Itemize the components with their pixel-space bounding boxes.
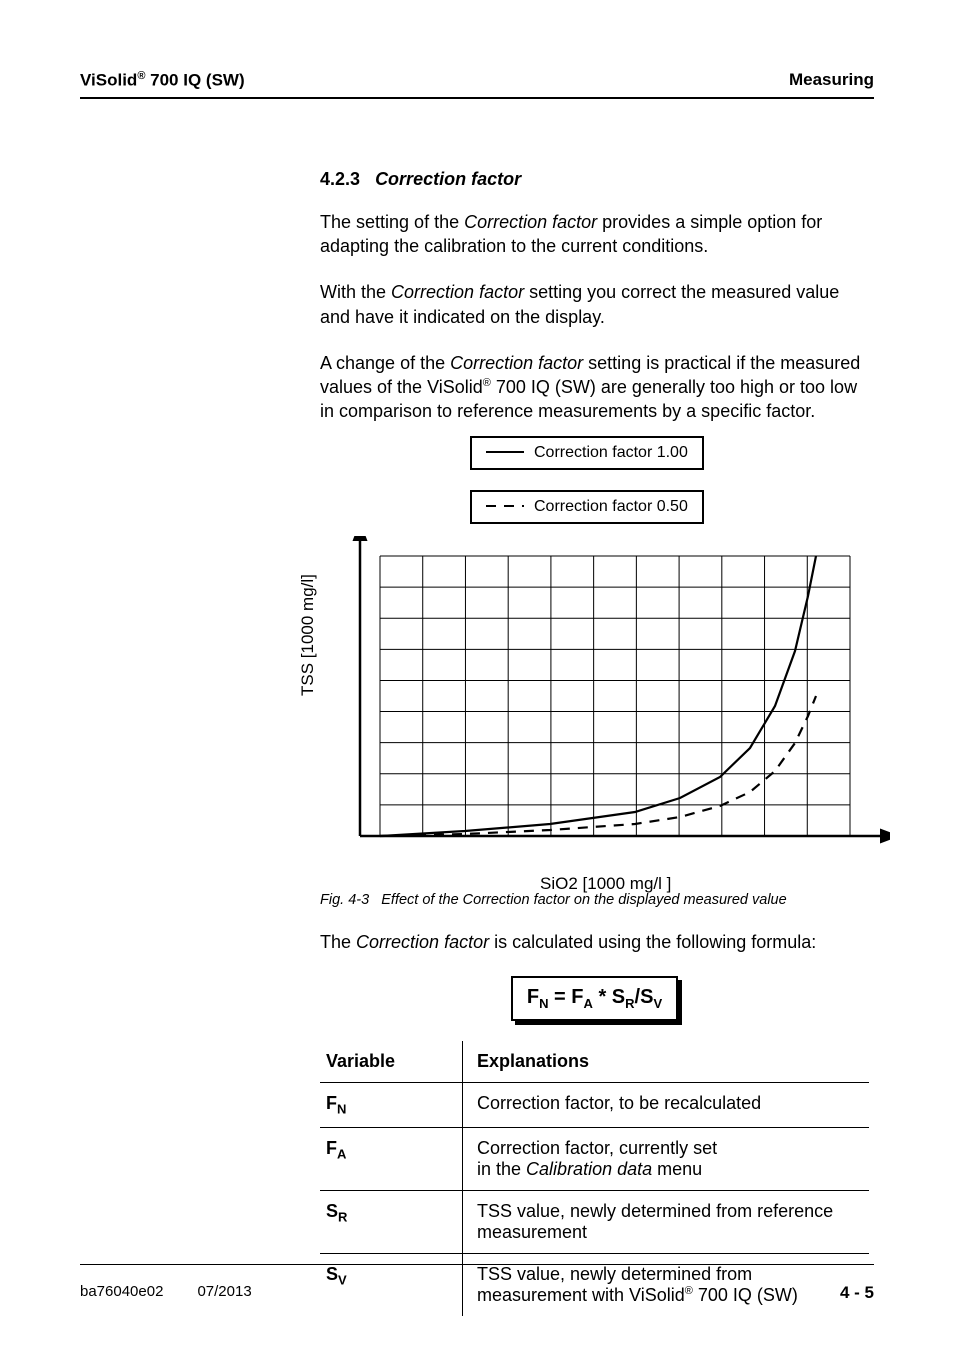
f-lhs-base: F [527,986,539,1008]
formula-box: FN = FA * SR/SV [511,976,678,1021]
th-variable: Variable [320,1041,463,1083]
footer-code: ba76040e02 [80,1283,163,1303]
paragraph-1: The setting of the Correction factor pro… [320,210,869,259]
th-explanations: Explanations [463,1041,870,1083]
f-r-sub: R [625,996,634,1011]
r0-base: F [326,1093,337,1113]
legend-2: Correction factor 0.50 [470,490,704,524]
page-header: ViSolid® 700 IQ (SW) Measuring [80,70,874,99]
footer-page: 4 - 5 [840,1283,874,1303]
row-fn-exp: Correction factor, to be recalculated [463,1083,870,1128]
legend-1: Correction factor 1.00 [470,436,704,470]
reg-mark-2: ® [483,377,491,389]
f-a-sub: A [584,996,593,1011]
header-left: ViSolid® 700 IQ (SW) [80,70,245,91]
legend-2-line-icon [486,498,524,516]
caption-text: Effect of the Correction factor on the d… [381,892,786,908]
legend-1-label: Correction factor 1.00 [534,444,688,461]
p3a: A change of the [320,353,450,373]
r1-exp-c: Calibration data [526,1159,652,1179]
p1a: The setting of the [320,212,464,232]
formula-intro: The Correction factor is calculated usin… [320,930,869,954]
chart-xlabel: SiO2 [1000 mg/l ] [540,874,671,894]
p1b: Correction factor [464,212,597,232]
r2-sub: R [338,1209,347,1224]
row-sr-exp: TSS value, newly determined from referen… [463,1190,870,1253]
chart-ylabel: TSS [1000 mg/l] [298,574,318,696]
figure-caption: Fig. 4-3 Effect of the Correction factor… [320,892,869,908]
section-heading: 4.2.3 Correction factor [320,169,869,190]
row-fa-exp: Correction factor, currently set in the … [463,1127,870,1190]
paragraph-3: A change of the Correction factor settin… [320,351,869,424]
footer-left: ba76040e02 07/2013 [80,1283,252,1303]
r1-exp-b: in the [477,1159,526,1179]
f-v-sub: V [653,996,662,1011]
legend-2-label: Correction factor 0.50 [534,498,688,515]
content-column: 4.2.3 Correction factor The setting of t… [320,169,869,1316]
header-left-suffix: 700 IQ (SW) [145,71,244,90]
header-right: Measuring [789,70,874,91]
r1-exp-d: menu [652,1159,702,1179]
caption-label: Fig. 4-3 [320,892,369,908]
footer-date: 07/2013 [197,1283,251,1303]
fi-b: Correction factor [356,932,489,952]
page-footer: ba76040e02 07/2013 4 - 5 [80,1264,874,1303]
f-r-base: S [612,986,625,1008]
p3b: Correction factor [450,353,583,373]
r1-base: F [326,1138,337,1158]
f-v-base: S [640,986,653,1008]
row-sr-var: SR [320,1190,463,1253]
section-title: Correction factor [375,169,521,189]
f-a-base: F [571,986,583,1008]
fi-c: is calculated using the following formul… [489,932,816,952]
row-fn-var: FN [320,1083,463,1128]
section-number: 4.2.3 [320,169,360,189]
r2-base: S [326,1201,338,1221]
legend-1-line-icon [486,444,524,462]
r1-sub: A [337,1146,346,1161]
chart-svg [330,536,890,866]
correction-factor-chart: Correction factor 1.00 Correction factor… [320,446,869,886]
paragraph-2: With the Correction factor setting you c… [320,280,869,329]
f-times: * [593,986,612,1008]
r1-exp-a: Correction factor, currently set [477,1138,717,1158]
p2b: Correction factor [391,282,524,302]
header-left-prefix: ViSolid [80,71,137,90]
row-fa-var: FA [320,1127,463,1190]
fi-a: The [320,932,356,952]
p2a: With the [320,282,391,302]
f-eq: = [548,986,571,1008]
formula-wrap: FN = FA * SR/SV [320,976,869,1021]
r0-sub: N [337,1102,346,1117]
